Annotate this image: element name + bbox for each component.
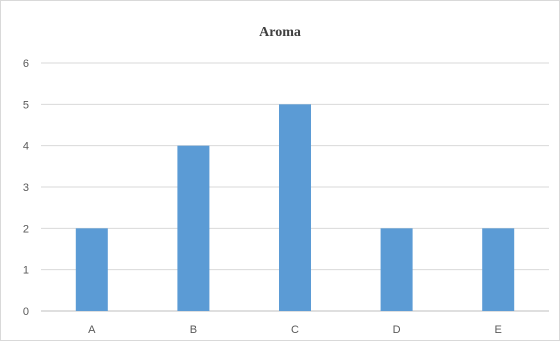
y-tick-label: 0 <box>23 306 29 318</box>
bar-C <box>279 104 311 311</box>
y-tick-label: 2 <box>23 223 29 235</box>
x-tick-label: C <box>291 324 299 336</box>
x-tick-label: D <box>393 324 401 336</box>
bar-E <box>482 228 515 311</box>
bar-B <box>177 145 210 311</box>
x-tick-label: B <box>190 324 197 336</box>
y-tick-label: 1 <box>23 265 29 277</box>
y-tick-label: 4 <box>23 141 29 153</box>
y-tick-label: 3 <box>23 182 29 194</box>
bar-D <box>380 228 413 311</box>
y-tick-label: 6 <box>23 58 29 70</box>
y-tick-label: 5 <box>23 99 29 111</box>
chart-title: Aroma <box>259 25 301 40</box>
x-tick-label: A <box>88 324 96 336</box>
bar-A <box>75 228 108 311</box>
x-tick-label: E <box>495 324 502 336</box>
